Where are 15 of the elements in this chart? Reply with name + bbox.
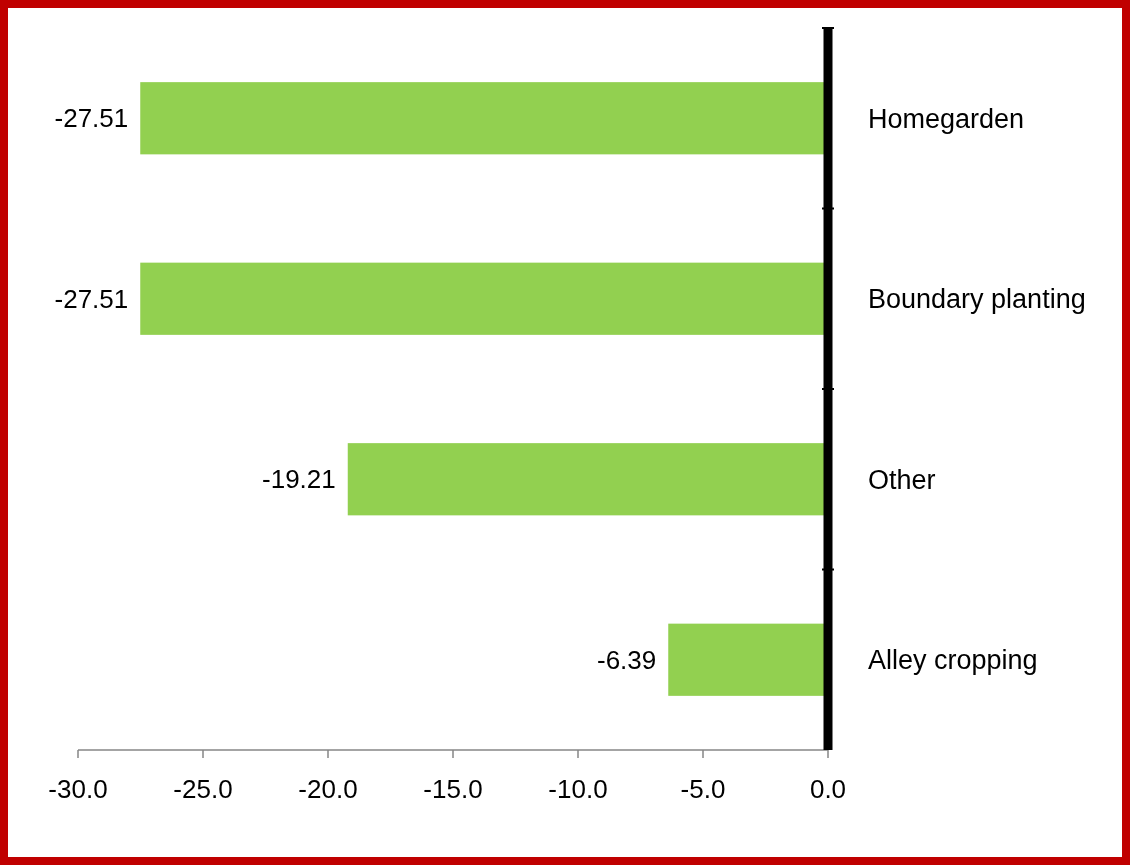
x-tick-label: -5.0 (680, 774, 726, 804)
x-tick-label: -10.0 (548, 774, 608, 804)
data-label: -27.51 (54, 283, 129, 314)
y-tick-label: Other (868, 464, 936, 495)
y-tick-label: Alley cropping (868, 645, 1038, 676)
y-tick-label: Homegarden (868, 103, 1025, 134)
x-tick-label: 0.0 (809, 774, 847, 804)
y-tick-label: Boundary planting (868, 284, 1086, 315)
x-tick-label: -20.0 (298, 774, 358, 804)
x-tick-label: -30.0 (48, 774, 108, 804)
data-label: -6.39 (596, 644, 657, 675)
x-tick-label: -25.0 (173, 774, 233, 804)
x-tick-label: -15.0 (423, 774, 483, 804)
data-label: -27.51 (54, 103, 129, 134)
data-label: -19.21 (262, 464, 336, 495)
